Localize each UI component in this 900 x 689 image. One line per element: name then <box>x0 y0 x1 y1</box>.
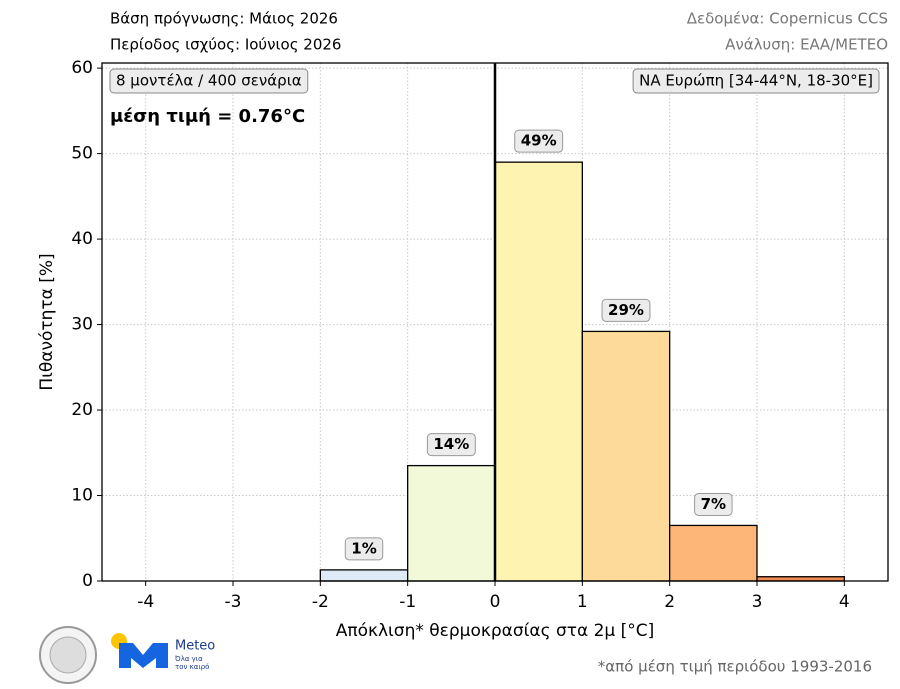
x-tick-label: 4 <box>839 592 850 612</box>
bar <box>494 161 583 582</box>
value-label-group: 7% <box>694 492 733 516</box>
y-axis-label: Πιθανότητα [%] <box>37 253 57 390</box>
bar <box>669 524 758 582</box>
value-label: 29% <box>608 301 644 319</box>
value-label-box <box>514 129 564 153</box>
x-tick-label: -1 <box>399 592 416 612</box>
value-label: 1% <box>351 539 376 557</box>
y-tick-label: 50 <box>71 144 93 164</box>
region-box-group: ΝΑ Ευρώπη [34-44°N, 18-30°E] <box>632 68 880 94</box>
plot-frame <box>101 62 889 582</box>
logo-text: τον καιρό <box>175 663 209 671</box>
y-tick-label: 40 <box>71 229 93 249</box>
logo-meteo <box>111 633 168 668</box>
y-tick-label: 60 <box>71 58 93 78</box>
value-label-box <box>426 433 476 457</box>
value-label: 49% <box>521 132 557 150</box>
x-tick-label: -4 <box>137 592 154 612</box>
header-left: Βάση πρόγνωσης: Μάιος 2026 <box>110 10 338 28</box>
header-right: Δεδομένα: Copernicus CCS <box>687 10 888 28</box>
x-tick-label: -2 <box>312 592 329 612</box>
logo-seal <box>39 626 97 684</box>
value-label-group: 14% <box>426 433 476 457</box>
y-tick-label: 10 <box>71 486 93 506</box>
info-box: 8 μοντέλα / 400 σενάρια <box>116 72 302 90</box>
value-label-box <box>694 492 733 516</box>
value-label-group: 29% <box>601 298 651 322</box>
region-box: ΝΑ Ευρώπη [34-44°N, 18-30°E] <box>639 72 873 90</box>
value-label-box <box>601 298 651 322</box>
mean-annotation: μέση τιμή = 0.76°C <box>110 106 305 127</box>
y-tick-label: 30 <box>71 315 93 335</box>
x-tick-label: 1 <box>577 592 588 612</box>
logo-text: Όλα για <box>174 655 203 663</box>
y-tick-label: 0 <box>82 571 93 591</box>
footnote: *από μέση τιμή περιόδου 1993-2016 <box>598 658 872 676</box>
x-tick-label: 3 <box>752 592 763 612</box>
value-label-box <box>344 537 384 561</box>
bar <box>581 330 671 582</box>
x-axis-label: Απόκλιση* θερμοκρασίας στα 2μ [°C] <box>336 621 655 641</box>
logo-text: Meteo <box>175 639 215 654</box>
info-box-box <box>109 68 309 94</box>
value-label-group: 1% <box>344 537 384 561</box>
x-tick-label: 0 <box>490 592 501 612</box>
value-label-group: 49% <box>514 129 564 153</box>
region-box-box <box>632 68 880 94</box>
info-box-group: 8 μοντέλα / 400 σενάρια <box>109 68 309 94</box>
header-left: Περίοδος ισχύος: Ιούνιος 2026 <box>110 36 341 54</box>
bar <box>319 569 409 582</box>
x-tick-label: -3 <box>225 592 242 612</box>
header-right: Ανάλυση: ΕΑΑ/METEO <box>725 36 888 54</box>
bar <box>407 464 496 582</box>
value-label: 14% <box>433 435 469 453</box>
value-label: 7% <box>701 495 726 513</box>
y-tick-label: 20 <box>71 400 93 420</box>
x-tick-label: 2 <box>664 592 675 612</box>
